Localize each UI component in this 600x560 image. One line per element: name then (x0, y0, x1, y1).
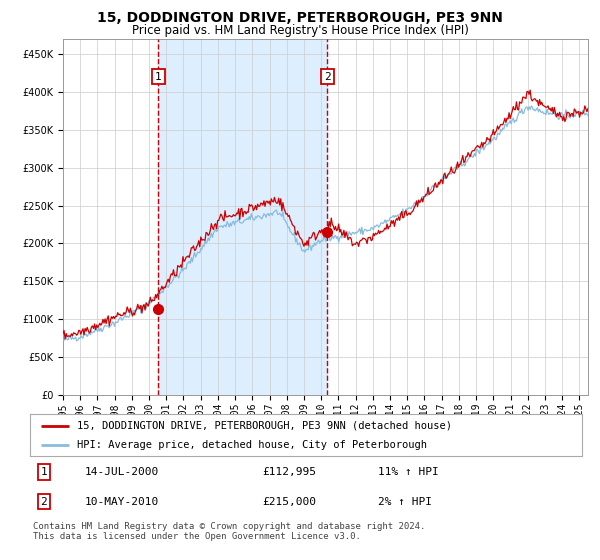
Text: 15, DODDINGTON DRIVE, PETERBOROUGH, PE3 9NN: 15, DODDINGTON DRIVE, PETERBOROUGH, PE3 … (97, 11, 503, 25)
Text: 2: 2 (40, 497, 47, 507)
Text: £112,995: £112,995 (262, 467, 316, 477)
Text: Price paid vs. HM Land Registry's House Price Index (HPI): Price paid vs. HM Land Registry's House … (131, 24, 469, 37)
Text: HPI: Average price, detached house, City of Peterborough: HPI: Average price, detached house, City… (77, 440, 427, 450)
Text: 14-JUL-2000: 14-JUL-2000 (85, 467, 160, 477)
Bar (158, 39, 328, 395)
Text: 1: 1 (40, 467, 47, 477)
Text: 15, DODDINGTON DRIVE, PETERBOROUGH, PE3 9NN (detached house): 15, DODDINGTON DRIVE, PETERBOROUGH, PE3 … (77, 421, 452, 431)
Text: 1: 1 (155, 72, 162, 82)
Text: 2% ↑ HPI: 2% ↑ HPI (378, 497, 432, 507)
Text: Contains HM Land Registry data © Crown copyright and database right 2024.
This d: Contains HM Land Registry data © Crown c… (33, 522, 425, 542)
Text: 11% ↑ HPI: 11% ↑ HPI (378, 467, 439, 477)
Text: 10-MAY-2010: 10-MAY-2010 (85, 497, 160, 507)
Text: £215,000: £215,000 (262, 497, 316, 507)
Text: 2: 2 (324, 72, 331, 82)
